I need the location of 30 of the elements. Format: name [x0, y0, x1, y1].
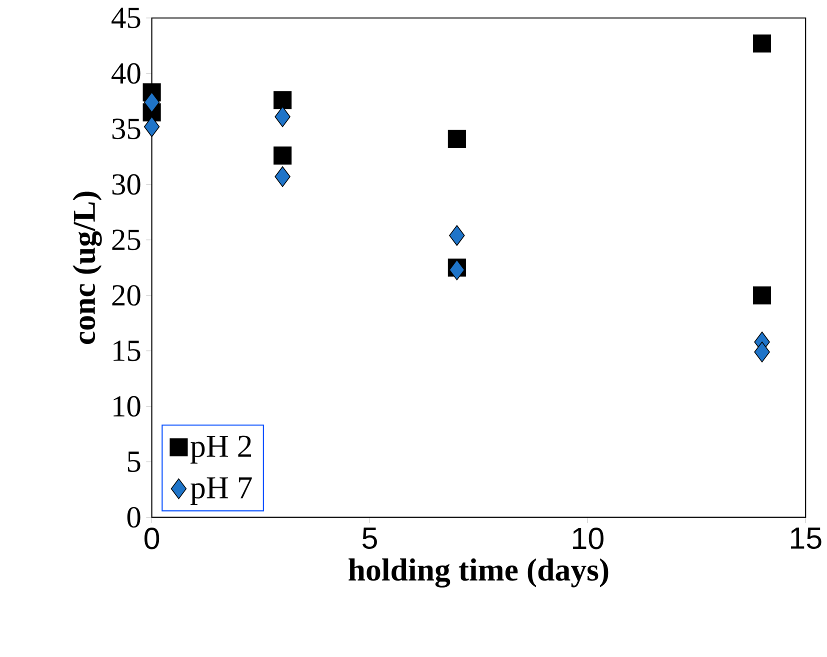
point: [449, 259, 465, 280]
x-tick-label: 10: [573, 528, 604, 550]
y-tick-label: 40: [112, 63, 140, 84]
point: [448, 130, 466, 148]
y-tick-label: 5: [128, 452, 140, 472]
y-tick-label: 0: [127, 506, 140, 528]
point: [274, 146, 292, 165]
y-axis-title: conc (ug/L): [72, 192, 102, 344]
point: [449, 225, 465, 246]
y-tick-label: 30: [112, 174, 140, 195]
point: [754, 342, 770, 362]
point: [274, 106, 290, 128]
x-tick-label: 0: [144, 528, 160, 550]
y-tick-label: 25: [112, 230, 140, 250]
y-tick-label: 20: [112, 285, 140, 306]
point: [274, 91, 292, 110]
point: [144, 116, 160, 138]
point: [274, 166, 290, 187]
y-tick-label: 10: [114, 396, 140, 417]
legend-label: pH 2: [190, 436, 252, 464]
point: [753, 34, 772, 52]
point: [144, 92, 160, 113]
y-tick-label: 15: [114, 340, 140, 362]
legend-label: pH 7: [190, 477, 252, 505]
y-tick-label: 45: [112, 8, 140, 28]
y-tick-label: 35: [112, 118, 140, 140]
x-tick-label: 15: [790, 528, 822, 549]
x-tick-label: 5: [362, 528, 377, 549]
x-axis-title: holding time (days): [348, 558, 608, 588]
point: [753, 286, 772, 304]
